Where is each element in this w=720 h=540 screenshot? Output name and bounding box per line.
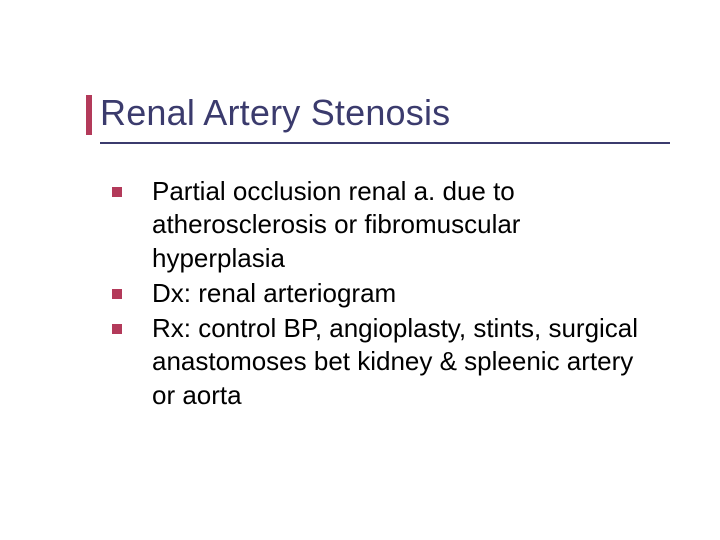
title-container: Renal Artery Stenosis xyxy=(100,92,670,144)
bullet-item: Dx: renal arteriogram xyxy=(112,277,660,310)
title-accent-bar xyxy=(86,95,92,135)
bullet-text: Partial occlusion renal a. due to athero… xyxy=(152,176,520,273)
square-bullet-icon xyxy=(112,289,122,299)
bullet-text: Dx: renal arteriogram xyxy=(152,278,396,308)
slide: Renal Artery Stenosis Partial occlusion … xyxy=(0,0,720,540)
slide-body: Partial occlusion renal a. due to athero… xyxy=(112,175,660,414)
bullet-item: Partial occlusion renal a. due to athero… xyxy=(112,175,660,275)
slide-title: Renal Artery Stenosis xyxy=(100,92,670,134)
bullet-item: Rx: control BP, angioplasty, stints, sur… xyxy=(112,312,660,412)
bullet-list: Partial occlusion renal a. due to athero… xyxy=(112,175,660,412)
square-bullet-icon xyxy=(112,187,122,197)
square-bullet-icon xyxy=(112,324,122,334)
bullet-text: Rx: control BP, angioplasty, stints, sur… xyxy=(152,313,638,410)
